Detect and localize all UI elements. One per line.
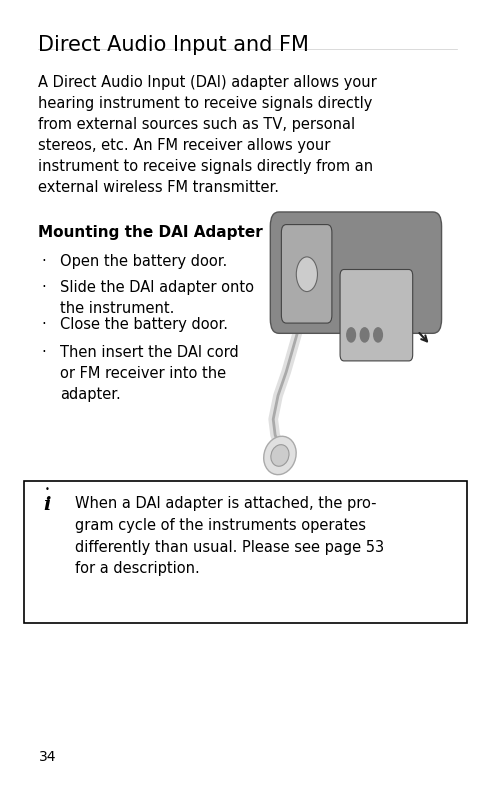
Text: Slide the DAI adapter onto
the instrument.: Slide the DAI adapter onto the instrumen… bbox=[60, 280, 253, 316]
Text: i: i bbox=[43, 496, 51, 515]
Text: When a DAI adapter is attached, the pro-
gram cycle of the instruments operates
: When a DAI adapter is attached, the pro-… bbox=[74, 496, 383, 576]
Text: Close the battery door.: Close the battery door. bbox=[60, 317, 228, 332]
Text: Mounting the DAI Adapter: Mounting the DAI Adapter bbox=[38, 225, 263, 240]
Text: ·: · bbox=[41, 280, 46, 295]
Circle shape bbox=[346, 328, 355, 342]
FancyBboxPatch shape bbox=[24, 481, 466, 623]
Text: •: • bbox=[45, 485, 49, 493]
Text: ·: · bbox=[41, 317, 46, 332]
Circle shape bbox=[360, 328, 368, 342]
Text: Direct Audio Input and FM: Direct Audio Input and FM bbox=[38, 35, 309, 55]
Text: ·: · bbox=[41, 345, 46, 360]
FancyBboxPatch shape bbox=[270, 212, 441, 333]
Circle shape bbox=[296, 257, 317, 292]
FancyBboxPatch shape bbox=[339, 269, 412, 361]
Text: Open the battery door.: Open the battery door. bbox=[60, 254, 227, 269]
FancyBboxPatch shape bbox=[281, 225, 331, 323]
Ellipse shape bbox=[263, 437, 296, 474]
Circle shape bbox=[373, 328, 382, 342]
Text: 34: 34 bbox=[38, 750, 56, 764]
Text: A Direct Audio Input (DAI) adapter allows your
hearing instrument to receive sig: A Direct Audio Input (DAI) adapter allow… bbox=[38, 75, 376, 195]
Text: Then insert the DAI cord
or FM receiver into the
adapter.: Then insert the DAI cord or FM receiver … bbox=[60, 345, 239, 402]
Text: ·: · bbox=[41, 254, 46, 269]
Ellipse shape bbox=[270, 444, 288, 466]
